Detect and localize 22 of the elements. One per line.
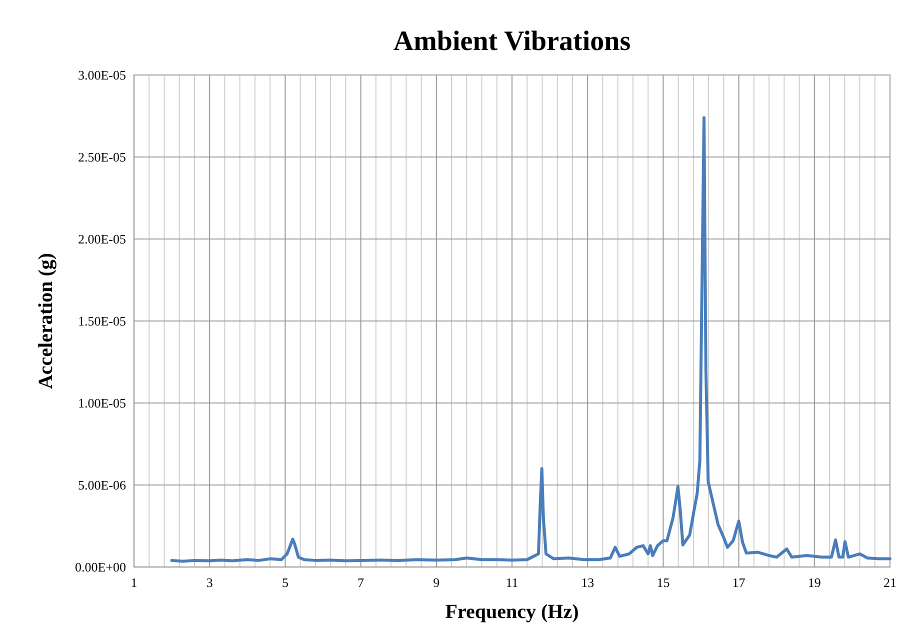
x-tick-label: 19 xyxy=(808,575,821,590)
y-tick-label: 5.00E-06 xyxy=(78,478,126,493)
y-tick-label: 1.00E-05 xyxy=(78,396,126,411)
x-axis-title: Frequency (Hz) xyxy=(445,601,579,623)
x-tick-label: 11 xyxy=(506,575,518,590)
y-axis-title: Acceleration (g) xyxy=(35,252,57,390)
x-tick-label: 13 xyxy=(581,575,594,590)
y-tick-label: 1.50E-05 xyxy=(78,314,126,329)
x-tick-label: 3 xyxy=(206,575,213,590)
y-tick-label: 2.50E-05 xyxy=(78,150,126,165)
x-tick-label: 17 xyxy=(732,575,746,590)
x-tick-label: 5 xyxy=(282,575,288,590)
line-series xyxy=(170,116,892,563)
y-tick-label: 0.00E+00 xyxy=(74,560,126,575)
y-tick-label: 2.00E-05 xyxy=(78,232,126,247)
x-tick-label: 9 xyxy=(433,575,440,590)
x-tick-label: 21 xyxy=(884,575,896,590)
x-tick-label: 7 xyxy=(358,575,365,590)
chart-title: Ambient Vibrations xyxy=(393,26,631,57)
x-tick-label: 15 xyxy=(656,575,670,590)
y-tick-label: 3.00E-05 xyxy=(78,68,126,83)
x-tick-label: 1 xyxy=(130,575,138,590)
